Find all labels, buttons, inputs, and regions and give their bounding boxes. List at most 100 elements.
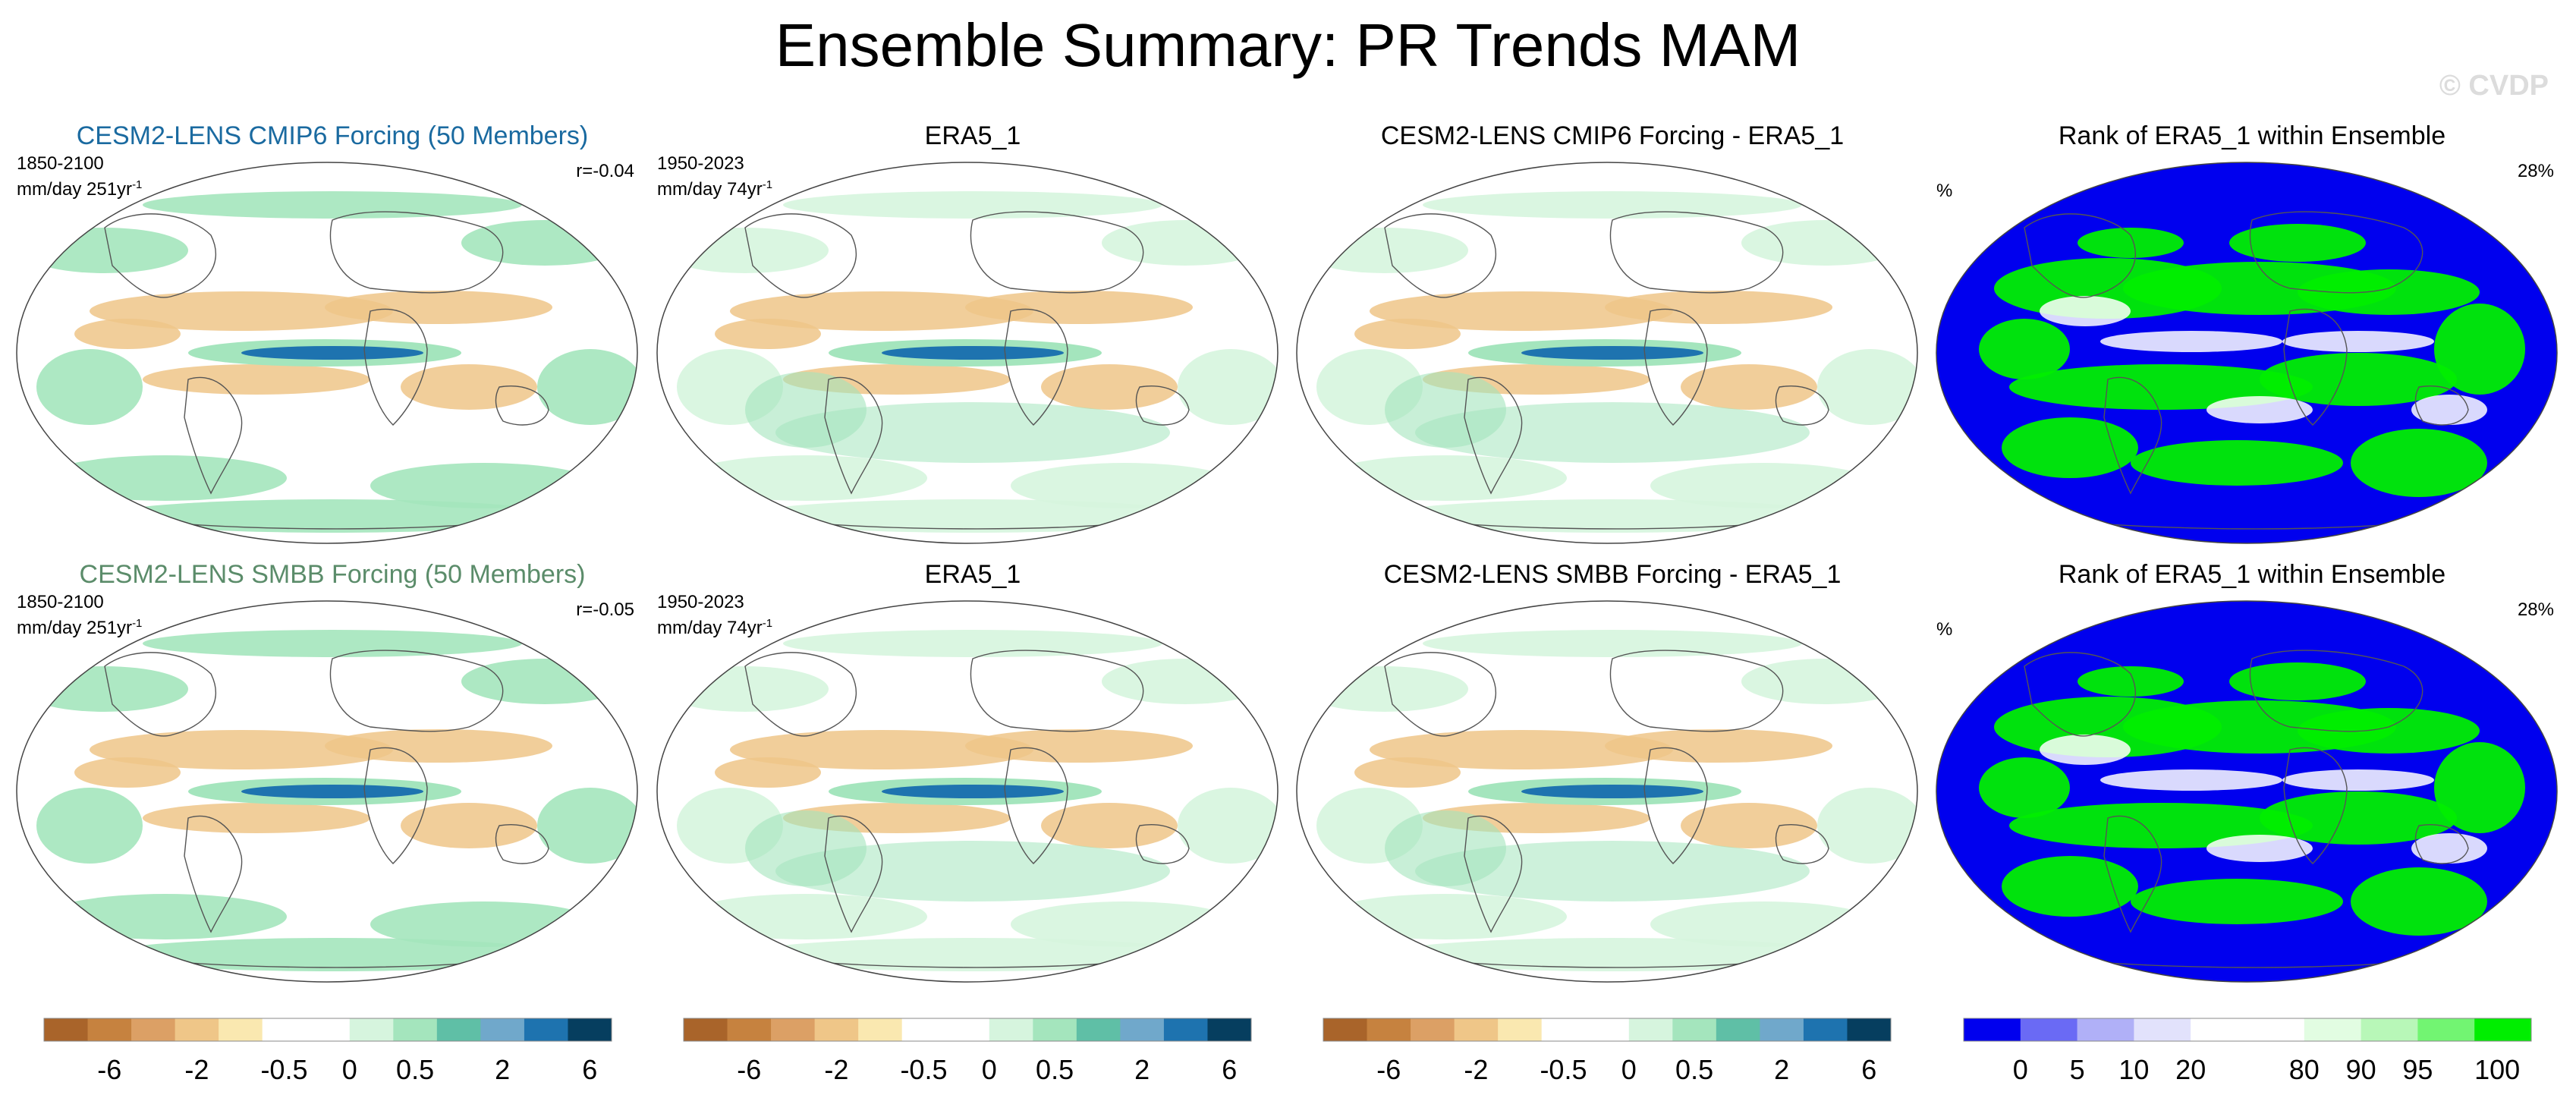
colorbar-swatch <box>1672 1018 1717 1041</box>
colorbar-tick-label: 80 <box>2289 1054 2320 1085</box>
correlation-label: r=-0.05 <box>576 599 634 620</box>
period-units-label: 1850-2100 mm/day 251yr-1 <box>17 592 142 639</box>
colorbar-swatch <box>2474 1018 2532 1041</box>
colorbar-swatch <box>131 1018 176 1041</box>
panel-title: Rank of ERA5_1 within Ensemble <box>2058 121 2446 150</box>
colorbar-swatch <box>771 1018 816 1041</box>
diff-map <box>1296 162 1918 544</box>
panel-title: CESM2-LENS CMIP6 Forcing (50 Members) <box>76 121 589 150</box>
colorbar-tick-label: -6 <box>737 1054 761 1085</box>
panel-title: CESM2-LENS CMIP6 Forcing - ERA5_1 <box>1380 121 1845 150</box>
colorbar-swatch <box>175 1018 219 1041</box>
colorbar-tick-label: 95 <box>2402 1054 2433 1085</box>
colorbar-tick-label: 2 <box>1774 1054 1789 1085</box>
colorbar-swatch <box>44 1018 89 1041</box>
units-label: mm/day 251yr-1 <box>17 617 143 638</box>
colorbar-tick-label: 0.5 <box>1036 1054 1074 1085</box>
colorbar-tick-label: 0 <box>342 1054 357 1085</box>
panel-title: CESM2-LENS SMBB Forcing - ERA5_1 <box>1383 560 1842 589</box>
colorbar-swatch <box>989 1018 1033 1041</box>
model-panel-row1: CESM2-LENS CMIP6 Forcing (50 Members) 185… <box>14 121 651 546</box>
colorbar-swatch <box>1541 1018 1586 1041</box>
rank-map <box>1936 162 2558 544</box>
period-units-label: 1950-2023 mm/day 74yr-1 <box>657 592 772 639</box>
colorbar-tick-label: 0.5 <box>396 1054 434 1085</box>
watermark: © CVDP <box>2439 70 2549 102</box>
period-label: 1850-2100 <box>17 153 104 174</box>
colorbar-swatch <box>901 1018 946 1041</box>
panel-title: CESM2-LENS SMBB Forcing (50 Members) <box>79 560 586 589</box>
obs-panel-row1: ERA5_1 1950-2023 mm/day 74yr-1 <box>654 121 1291 546</box>
colorbar-tick-label: 6 <box>1861 1054 1876 1085</box>
colorbar-swatch <box>1716 1018 1760 1041</box>
page-title: Ensemble Summary: PR Trends MAM <box>775 11 1801 79</box>
diff-panel-row1: CESM2-LENS CMIP6 Forcing - ERA5_1 <box>1294 121 1931 546</box>
colorbar-swatch <box>2417 1018 2475 1041</box>
colorbar-swatch <box>436 1018 481 1041</box>
colorbar-swatch <box>1323 1018 1368 1041</box>
colorbar-swatch <box>1120 1018 1165 1041</box>
colorbar-swatch <box>1367 1018 1411 1041</box>
colorbar-swatch <box>814 1018 859 1041</box>
colorbar-swatch <box>2077 1018 2134 1041</box>
colorbar-swatch <box>1411 1018 1455 1041</box>
rank-unit-label: % <box>1936 181 1953 201</box>
colorbar-tick-label: 90 <box>2346 1054 2376 1085</box>
colorbar-tick-label: -6 <box>1376 1054 1401 1085</box>
period-label: 1850-2100 <box>17 592 104 612</box>
colorbar-tick-label: -0.5 <box>1540 1054 1587 1085</box>
colorbar-swatch <box>2134 1018 2191 1041</box>
colorbar-tick-label: 5 <box>2070 1054 2085 1085</box>
model-map <box>16 600 638 983</box>
rank-percent-label: 28% <box>2517 599 2554 620</box>
colorbar-swatch <box>1454 1018 1499 1041</box>
colorbar-swatch <box>858 1018 903 1041</box>
colorbar-swatch <box>2361 1018 2418 1041</box>
model-panel-row2: CESM2-LENS SMBB Forcing (50 Members) 1850… <box>14 560 651 985</box>
colorbar-swatch <box>2020 1018 2078 1041</box>
colorbar-swatch <box>1803 1018 1848 1041</box>
colorbar-swatch <box>480 1018 525 1041</box>
colorbar-swatch <box>1076 1018 1121 1041</box>
rank-percent-label: 28% <box>2517 161 2554 181</box>
units-label: mm/day 251yr-1 <box>17 178 143 200</box>
colorbar-tick-label: 20 <box>2175 1054 2206 1085</box>
trend-colorbar-3: -6 -2 -0.5 0 0.5 2 6 <box>1323 1018 1892 1085</box>
colorbar-swatch <box>87 1018 132 1041</box>
colorbar-tick-label: -2 <box>184 1054 209 1085</box>
colorbar-swatch <box>306 1018 351 1041</box>
period-label: 1950-2023 <box>657 153 744 174</box>
colorbar-tick-label: -6 <box>97 1054 121 1085</box>
period-units-label: 1950-2023 mm/day 74yr-1 <box>657 153 772 200</box>
panel-title: ERA5_1 <box>924 121 1021 150</box>
colorbar-swatch <box>727 1018 772 1041</box>
colorbar-tick-label: -2 <box>1464 1054 1488 1085</box>
colorbar-swatch <box>568 1018 612 1041</box>
colorbar-tick-label: 6 <box>582 1054 597 1085</box>
colorbar-swatch <box>219 1018 263 1041</box>
units-label: mm/day 74yr-1 <box>657 178 773 200</box>
rank-panel-row1: Rank of ERA5_1 within Ensemble% 28% <box>1933 121 2571 546</box>
colorbar-tick-label: 2 <box>495 1054 510 1085</box>
colorbar-swatch <box>2247 1018 2305 1041</box>
correlation-label: r=-0.04 <box>576 161 634 181</box>
colorbar-swatch <box>262 1018 307 1041</box>
colorbar-tick-label: 0 <box>2013 1054 2028 1085</box>
colorbar-tick-label: 0.5 <box>1675 1054 1713 1085</box>
panel-title: ERA5_1 <box>924 560 1021 589</box>
colorbar-swatch <box>1964 1018 2021 1041</box>
trend-colorbar-1: -6 -2 -0.5 0 0.5 2 6 <box>43 1018 612 1085</box>
rank-colorbar: 0 5 10 20 80 90 95 100 <box>1963 1018 2532 1085</box>
colorbar-tick-label: -2 <box>824 1054 848 1085</box>
colorbar-swatch <box>684 1018 728 1041</box>
colorbar-tick-label: 100 <box>2474 1054 2520 1085</box>
colorbar-swatch <box>1163 1018 1208 1041</box>
colorbar-tick-label: 0 <box>982 1054 997 1085</box>
colorbar-swatch <box>1628 1018 1673 1041</box>
colorbar-swatch <box>1033 1018 1077 1041</box>
colorbar-tick-label: 0 <box>1621 1054 1637 1085</box>
diff-map <box>1296 600 1918 983</box>
rank-panel-row2: Rank of ERA5_1 within Ensemble% 28% <box>1933 560 2571 985</box>
colorbar-tick-label: 10 <box>2118 1054 2149 1085</box>
colorbar-swatch <box>524 1018 568 1041</box>
